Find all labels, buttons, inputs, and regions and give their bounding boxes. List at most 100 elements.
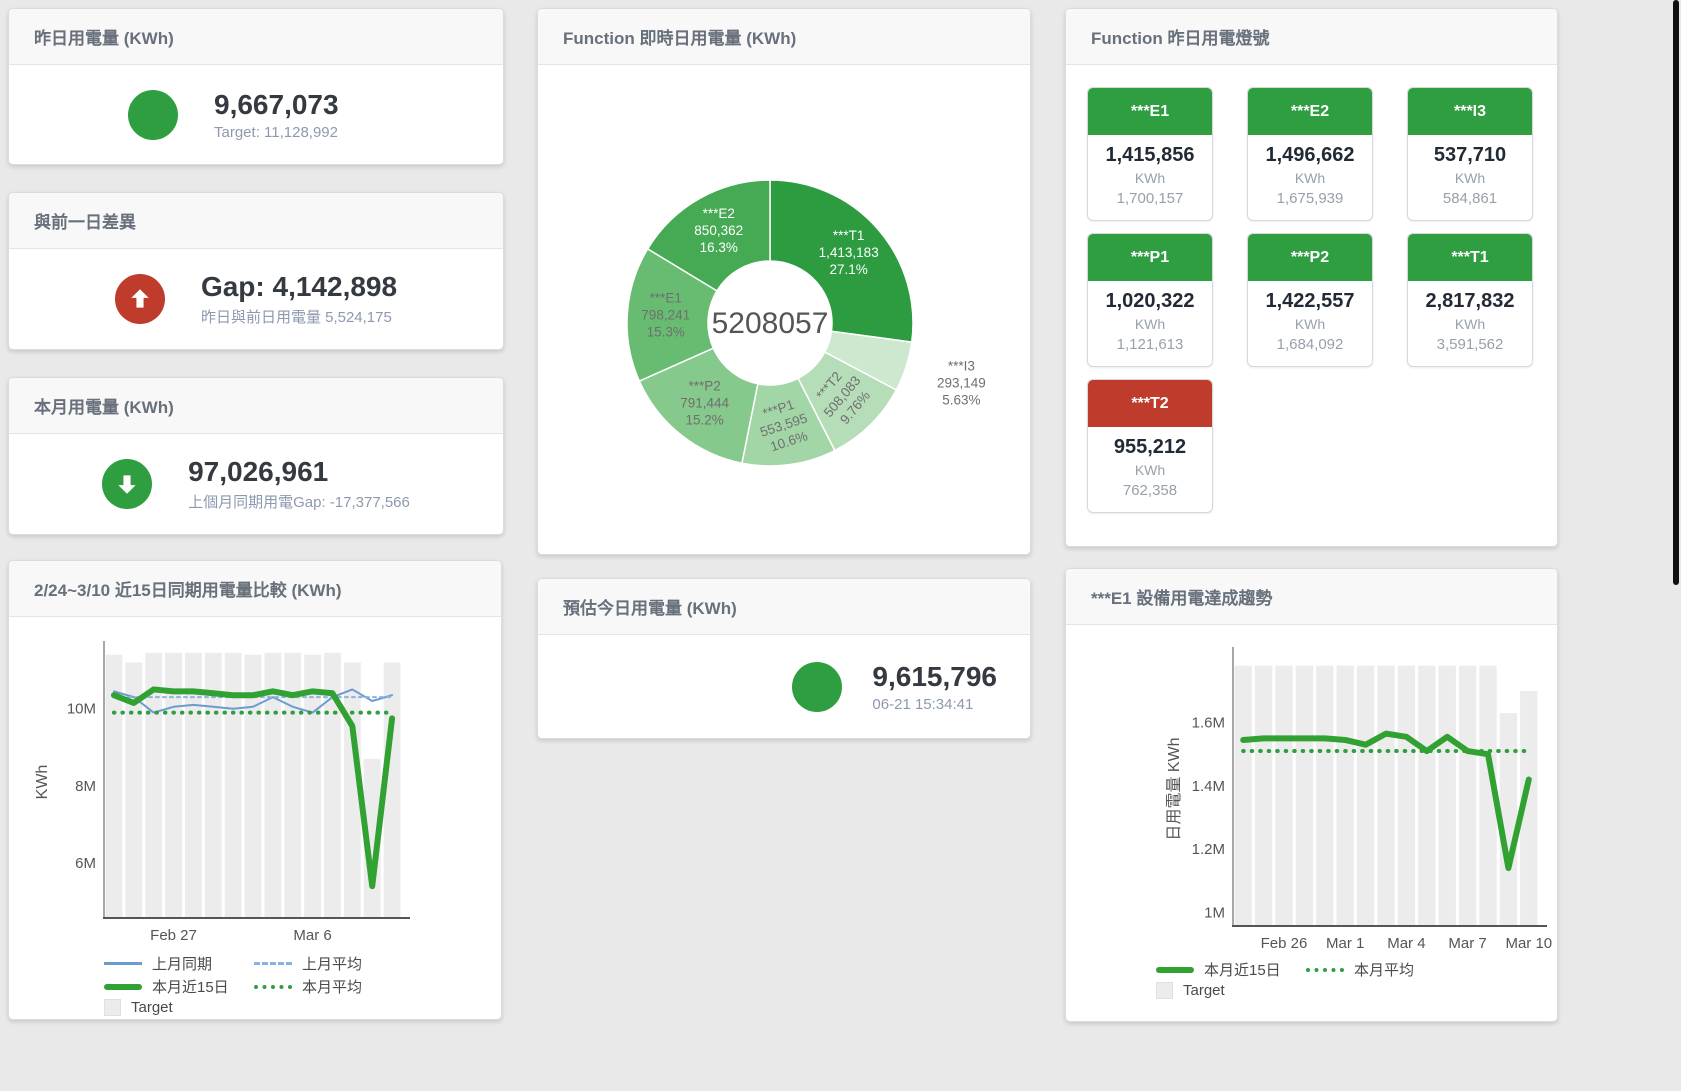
blue-line-swatch-icon <box>104 962 142 965</box>
svg-text:6M: 6M <box>75 855 96 872</box>
tile-value: 1,020,322 <box>1105 290 1195 312</box>
month-usage-gap: 上個月同期用電Gap: -17,377,566 <box>188 493 410 511</box>
card-realtime-donut: Function 即時日用電量 (KWh) ***T1 1,413,183 27.1… <box>537 8 1031 555</box>
green-line-swatch-icon <box>1156 966 1194 973</box>
green-dot-swatch-icon <box>254 984 292 989</box>
green-dot-swatch-icon <box>1306 967 1344 972</box>
svg-text:Feb 26: Feb 26 <box>1261 935 1308 952</box>
compare-line-chart: 6M 8M 10M Feb 27 Mar 6 KWh <box>34 641 410 944</box>
tile-unit: KWh <box>1134 462 1166 478</box>
card-estimate-today: 預估今日用電量 (KWh) 9,615,796 06-21 15:34:41 <box>537 578 1031 739</box>
legend-item: Target <box>1156 982 1306 999</box>
tile-device-name: ***P2 <box>1248 234 1372 281</box>
svg-text:Mar 6: Mar 6 <box>293 927 331 944</box>
day-gap-value: Gap: 4,142,898 <box>200 270 398 302</box>
svg-text:8M: 8M <box>75 778 96 795</box>
green-line-swatch-icon <box>104 983 142 990</box>
svg-text:1M: 1M <box>1204 904 1225 921</box>
tile-target: 1,700,157 <box>1116 190 1184 207</box>
svg-text:Mar 1: Mar 1 <box>1326 935 1364 952</box>
svg-text:1.2M: 1.2M <box>1192 841 1225 858</box>
legend-item: 本月近15日 <box>104 976 254 997</box>
e1-trend-line-chart: 1M 1.2M 1.4M 1.6M Feb 26 Mar 1 Mar 4 Mar 7 Mar 1… <box>1166 647 1552 952</box>
tile-device-name: ***E2 <box>1248 88 1372 135</box>
card-title: 本月用電量 (KWh) <box>9 378 503 434</box>
card-15day-compare-chart: 2/24~3/10 近15日同期用電量比較 (KWh) 6M 8M 10M Feb 2… <box>8 560 502 1020</box>
day-gap-sub: 昨日與前日用電量 5,524,175 <box>200 308 392 326</box>
svg-text:Mar 10: Mar 10 <box>1505 935 1552 952</box>
trend-chart-legend: 本月近15日 本月平均 Target <box>1066 957 1557 1001</box>
tile-value: 1,415,856 <box>1105 144 1195 166</box>
card-title: 預估今日用電量 (KWh) <box>538 579 1030 635</box>
status-tile-t2: ***T2 955,212 KWh 762,358 <box>1087 379 1213 513</box>
tile-target: 762,358 <box>1122 482 1178 499</box>
svg-text:KWh: KWh <box>34 765 51 800</box>
status-tile-t1: ***T1 2,817,832 KWh 3,591,562 <box>1407 233 1533 367</box>
tile-unit: KWh <box>1294 170 1326 186</box>
svg-text:1.6M: 1.6M <box>1192 715 1225 732</box>
tile-device-name: ***T2 <box>1088 380 1212 427</box>
legend-item: 本月平均 <box>254 976 404 997</box>
card-month-usage: 本月用電量 (KWh) 97,026,961 上個月同期用電Gap: -17,3… <box>8 377 504 535</box>
target-box-swatch-icon <box>104 999 121 1016</box>
card-title: Function 昨日用電燈號 <box>1066 9 1557 65</box>
estimate-timestamp: 06-21 15:34:41 <box>872 695 974 713</box>
tile-device-name: ***T1 <box>1408 234 1532 281</box>
status-tile-i3: ***I3 537,710 KWh 584,861 <box>1407 87 1533 221</box>
svg-text:日用電量 KWh: 日用電量 KWh <box>1166 737 1183 840</box>
tile-target: 584,861 <box>1442 190 1498 207</box>
legend-item: Target <box>104 999 254 1016</box>
tile-target: 1,684,092 <box>1276 336 1344 353</box>
legend-item: 上月同期 <box>104 953 254 974</box>
tile-unit: KWh <box>1134 170 1166 186</box>
down-arrow-icon <box>102 458 153 509</box>
svg-text:Feb 27: Feb 27 <box>150 927 197 944</box>
green-status-circle-icon <box>792 661 843 712</box>
yesterday-usage-value: 9,667,073 <box>214 88 339 120</box>
svg-text:Mar 7: Mar 7 <box>1448 935 1486 952</box>
status-tile-e2: ***E2 1,496,662 KWh 1,675,939 <box>1247 87 1373 221</box>
compare-chart-legend: 上月同期 上月平均 本月近15日 本月平均 Target <box>9 951 501 1018</box>
tile-value: 537,710 <box>1433 144 1507 166</box>
legend-item: 本月近15日 <box>1156 959 1306 980</box>
tile-unit: KWh <box>1134 316 1166 332</box>
card-title: 昨日用電量 (KWh) <box>9 9 503 65</box>
tile-device-name: ***P1 <box>1088 234 1212 281</box>
month-usage-value: 97,026,961 <box>188 455 329 487</box>
target-box-swatch-icon <box>1156 982 1173 999</box>
card-yesterday-usage: 昨日用電量 (KWh) 9,667,073 Target: 11,128,992 <box>8 8 504 165</box>
yesterday-usage-target: Target: 11,128,992 <box>214 123 338 141</box>
card-e1-trend-chart: ***E1 設備用電達成趨勢 1M 1.2M 1.4M 1.6M Feb 26 Mar 1… <box>1065 568 1558 1022</box>
status-tile-p2: ***P2 1,422,557 KWh 1,684,092 <box>1247 233 1373 367</box>
status-tile-grid: ***E1 1,415,856 KWh 1,700,157 ***E2 1,49… <box>1066 65 1557 535</box>
tile-device-name: ***E1 <box>1088 88 1212 135</box>
estimate-value: 9,615,796 <box>872 660 997 692</box>
card-title: 與前一日差異 <box>9 193 503 249</box>
tile-value: 1,422,557 <box>1265 290 1355 312</box>
green-status-circle-icon <box>128 89 178 140</box>
card-title: 2/24~3/10 近15日同期用電量比較 (KWh) <box>9 561 501 617</box>
legend-item: 本月平均 <box>1306 959 1456 980</box>
svg-text:1.4M: 1.4M <box>1192 778 1225 795</box>
svg-text:Mar 4: Mar 4 <box>1387 935 1425 952</box>
card-yesterday-lights: Function 昨日用電燈號 ***E1 1,415,856 KWh 1,70… <box>1065 8 1558 547</box>
legend-item: 上月平均 <box>254 953 404 974</box>
svg-text:5208057: 5208057 <box>712 307 829 340</box>
svg-text:10M: 10M <box>67 701 96 718</box>
tile-target: 1,675,939 <box>1276 190 1344 207</box>
realtime-usage-donut-chart: ***T1 1,413,183 27.1%***I3 293,149 5.63%***T… <box>626 179 986 467</box>
tile-unit: KWh <box>1454 316 1486 332</box>
tile-target: 3,591,562 <box>1436 336 1504 353</box>
scrollbar-thumb[interactable] <box>1673 0 1679 585</box>
tile-device-name: ***I3 <box>1408 88 1532 135</box>
card-day-gap: 與前一日差異 Gap: 4,142,898 昨日與前日用電量 5,524,175 <box>8 192 504 350</box>
tile-target: 1,121,613 <box>1116 336 1184 353</box>
card-title: Function 即時日用電量 (KWh) <box>538 9 1030 65</box>
blue-dash-swatch-icon <box>254 962 292 965</box>
